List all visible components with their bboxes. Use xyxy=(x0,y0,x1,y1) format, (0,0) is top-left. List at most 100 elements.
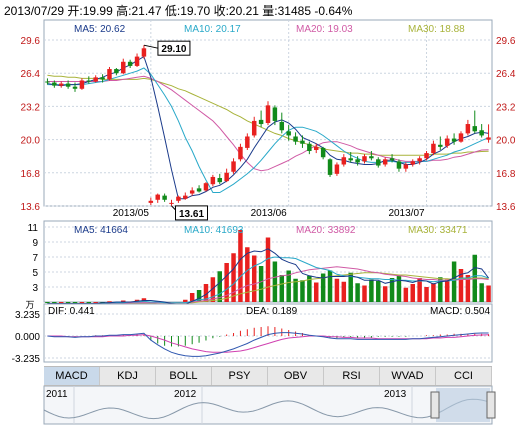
candle-body xyxy=(458,133,464,142)
candle-body xyxy=(320,147,326,158)
quote-date: 2013/07/29 xyxy=(4,4,65,18)
candle-body xyxy=(334,164,340,174)
candle-body xyxy=(444,138,450,146)
volume-bar xyxy=(245,247,250,302)
macd-tick: 0.000 xyxy=(15,332,40,343)
candle-body xyxy=(196,188,202,192)
volume-label: 量: xyxy=(262,4,278,18)
price-ma20-label: MA20: 19.03 xyxy=(296,24,353,35)
candle-body xyxy=(355,159,360,163)
volume-tick: 5 xyxy=(32,268,38,279)
volume-unit: 万 xyxy=(25,300,34,310)
volume-ma5-label: MA5: 41664 xyxy=(74,225,128,236)
tab-cci[interactable]: CCI xyxy=(436,367,492,385)
price-tick-right: 16.8 xyxy=(496,169,516,180)
candle-body xyxy=(183,195,188,199)
volume-ma5-line xyxy=(47,248,489,305)
candle-body xyxy=(148,200,154,203)
candle-body xyxy=(265,105,271,123)
volume-bar xyxy=(341,281,347,302)
low-value: 19.70 xyxy=(180,4,211,18)
candle-body xyxy=(93,77,98,82)
candle-body xyxy=(245,136,250,148)
volume-bar xyxy=(251,255,257,302)
volume-bar xyxy=(183,299,188,302)
volume-bar xyxy=(189,293,195,302)
price-ma10-label: MA10: 20.17 xyxy=(184,24,241,35)
volume-bar xyxy=(369,279,374,302)
tab-macd[interactable]: MACD xyxy=(44,367,100,385)
candle-body xyxy=(362,156,367,162)
volume-tick: 9 xyxy=(32,238,38,249)
tab-wvad[interactable]: WVAD xyxy=(380,367,436,385)
volume-bar xyxy=(417,278,422,302)
volume-bar xyxy=(52,302,57,303)
tab-obv[interactable]: OBV xyxy=(268,367,324,385)
open-label: 开: xyxy=(67,4,83,18)
tab-psy[interactable]: PSY xyxy=(212,367,268,385)
volume-bar xyxy=(307,275,312,302)
candle-body xyxy=(389,158,395,161)
candle-body xyxy=(417,158,422,162)
low-callout-box xyxy=(175,205,209,221)
price-tick-left: 26.4 xyxy=(21,69,41,80)
low-label: 低: xyxy=(164,4,181,18)
macd-panel: -3.235 0.000 3.235 xyxy=(12,303,493,365)
volume-bar xyxy=(121,300,126,302)
navigator-frame xyxy=(43,385,493,425)
volume-bar xyxy=(107,301,112,303)
volume-ma10-line xyxy=(47,256,489,304)
candle-body xyxy=(279,121,285,131)
navigator-year-label: 2013 xyxy=(384,389,407,400)
tab-kdj[interactable]: KDJ xyxy=(100,367,156,385)
candle-body xyxy=(307,143,312,152)
volume-tick: 7 xyxy=(32,253,38,264)
candle-body xyxy=(217,177,222,183)
candle-body xyxy=(348,158,353,161)
candle-body xyxy=(479,130,484,136)
macd-value-label: MACD: 0.504 xyxy=(430,306,491,317)
volume-bar xyxy=(258,266,264,302)
candle-body xyxy=(300,140,305,144)
volume-ma20-label: MA20: 33892 xyxy=(296,225,356,236)
candle-body xyxy=(451,138,457,142)
candle-body xyxy=(382,159,388,165)
high-label: 高: xyxy=(116,4,132,18)
x-tick-label: 2013/05 xyxy=(113,208,150,219)
volume-bar xyxy=(72,302,78,303)
close-value: 20.21 xyxy=(228,4,259,18)
volume-bar xyxy=(348,272,353,302)
candle-body xyxy=(72,86,78,89)
candle-body xyxy=(327,159,333,175)
volume-bar xyxy=(431,283,436,302)
volume-bar xyxy=(334,278,340,302)
low-callout-pointer xyxy=(171,205,176,211)
volume-bar xyxy=(210,277,216,302)
volume-bar xyxy=(217,271,222,302)
tab-rsi[interactable]: RSI xyxy=(324,367,380,385)
candle-body xyxy=(176,196,181,201)
high-value: 21.47 xyxy=(131,4,162,18)
volume-bar xyxy=(396,275,402,302)
volume-tick: 11 xyxy=(28,223,39,234)
macd-tick: -3.235 xyxy=(12,354,41,365)
candle-body xyxy=(79,80,85,89)
navigator-right-handle xyxy=(486,391,496,419)
navigator-panel[interactable]: 2011 2012 2013 xyxy=(43,385,496,425)
candle-body xyxy=(314,146,319,150)
navigator-left-handle xyxy=(430,391,440,419)
volume-bar xyxy=(45,302,50,303)
price-tick-left: 20.0 xyxy=(21,136,41,147)
candle-body xyxy=(52,82,57,86)
x-tick-label: 2013/07 xyxy=(388,208,425,219)
candle-body xyxy=(189,190,195,194)
volume-value: 31485 xyxy=(277,4,311,18)
candle-body xyxy=(272,107,278,121)
candle-body xyxy=(403,164,409,169)
tab-boll[interactable]: BOLL xyxy=(156,367,212,385)
candle-body xyxy=(162,195,167,200)
volume-bar xyxy=(327,270,333,302)
navigator-year-label: 2011 xyxy=(46,389,68,400)
price-tick-right: 20.0 xyxy=(496,136,516,147)
